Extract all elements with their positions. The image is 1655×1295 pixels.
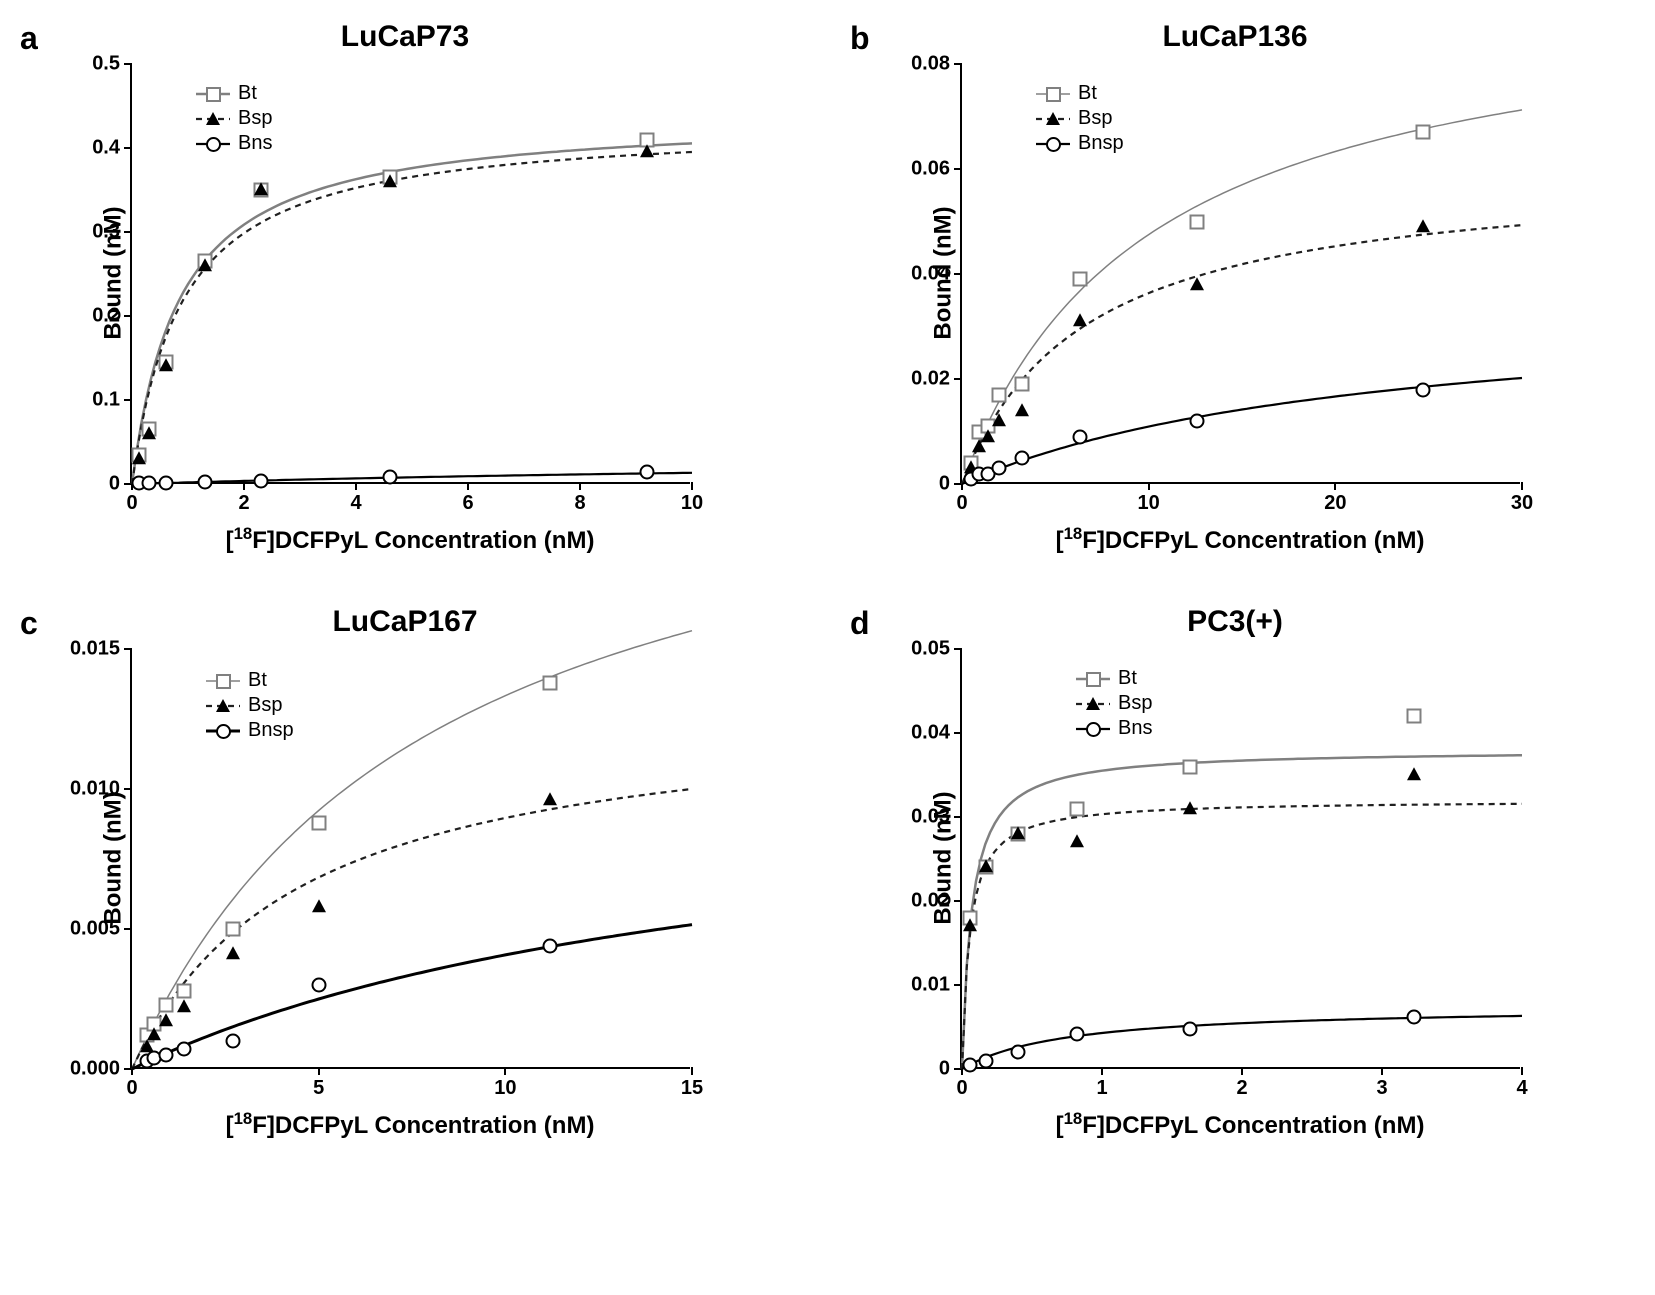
- panel-b: b LuCaP136 Bound (nM) 00.020.040.060.080…: [850, 20, 1620, 555]
- legend: BtBspBnsp: [1032, 76, 1128, 161]
- legend-item: Bnsp: [206, 719, 294, 742]
- plot-area: Bound (nM) 00.10.20.30.40.50246810 BtBsp…: [130, 64, 690, 484]
- legend-item: Bnsp: [1036, 132, 1124, 155]
- x-axis-label: [18F]DCFPyL Concentration (nM): [130, 1109, 690, 1140]
- figure-grid: a LuCaP73 Bound (nM) 00.10.20.30.40.5024…: [20, 20, 1620, 1140]
- y-axis-label: Bound (nM): [100, 791, 128, 924]
- panel-title: LuCaP73: [20, 20, 790, 54]
- panel-letter: c: [20, 605, 38, 642]
- panel-letter: b: [850, 20, 870, 57]
- legend-item: Bns: [1076, 717, 1152, 740]
- panel-title: LuCaP136: [850, 20, 1620, 54]
- x-axis-label: [18F]DCFPyL Concentration (nM): [960, 524, 1520, 555]
- legend-item: Bsp: [206, 694, 294, 717]
- panel-a: a LuCaP73 Bound (nM) 00.10.20.30.40.5024…: [20, 20, 790, 555]
- legend-item: Bsp: [1076, 692, 1152, 715]
- panel-d: d PC3(+) Bound (nM) 00.010.020.030.040.0…: [850, 605, 1620, 1140]
- legend: BtBspBnsp: [202, 663, 298, 748]
- panel-c: c LuCaP167 Bound (nM) 0.0000.0050.0100.0…: [20, 605, 790, 1140]
- panel-letter: a: [20, 20, 38, 57]
- panel-letter: d: [850, 605, 870, 642]
- legend: BtBspBns: [192, 76, 276, 161]
- plot-area: Bound (nM) 00.020.040.060.080102030 BtBs…: [960, 64, 1520, 484]
- panel-title: PC3(+): [850, 605, 1620, 639]
- x-axis-label: [18F]DCFPyL Concentration (nM): [130, 524, 690, 555]
- legend-item: Bt: [1036, 82, 1124, 105]
- plot-area: Bound (nM) 0.0000.0050.0100.015051015 Bt…: [130, 649, 690, 1069]
- legend-item: Bt: [1076, 667, 1152, 690]
- panel-title: LuCaP167: [20, 605, 790, 639]
- legend-item: Bt: [206, 669, 294, 692]
- legend-item: Bsp: [196, 107, 272, 130]
- legend-item: Bsp: [1036, 107, 1124, 130]
- legend: BtBspBns: [1072, 661, 1156, 746]
- plot-area: Bound (nM) 00.010.020.030.040.0501234 Bt…: [960, 649, 1520, 1069]
- legend-item: Bt: [196, 82, 272, 105]
- curves: [962, 649, 1522, 1069]
- legend-item: Bns: [196, 132, 272, 155]
- x-axis-label: [18F]DCFPyL Concentration (nM): [960, 1109, 1520, 1140]
